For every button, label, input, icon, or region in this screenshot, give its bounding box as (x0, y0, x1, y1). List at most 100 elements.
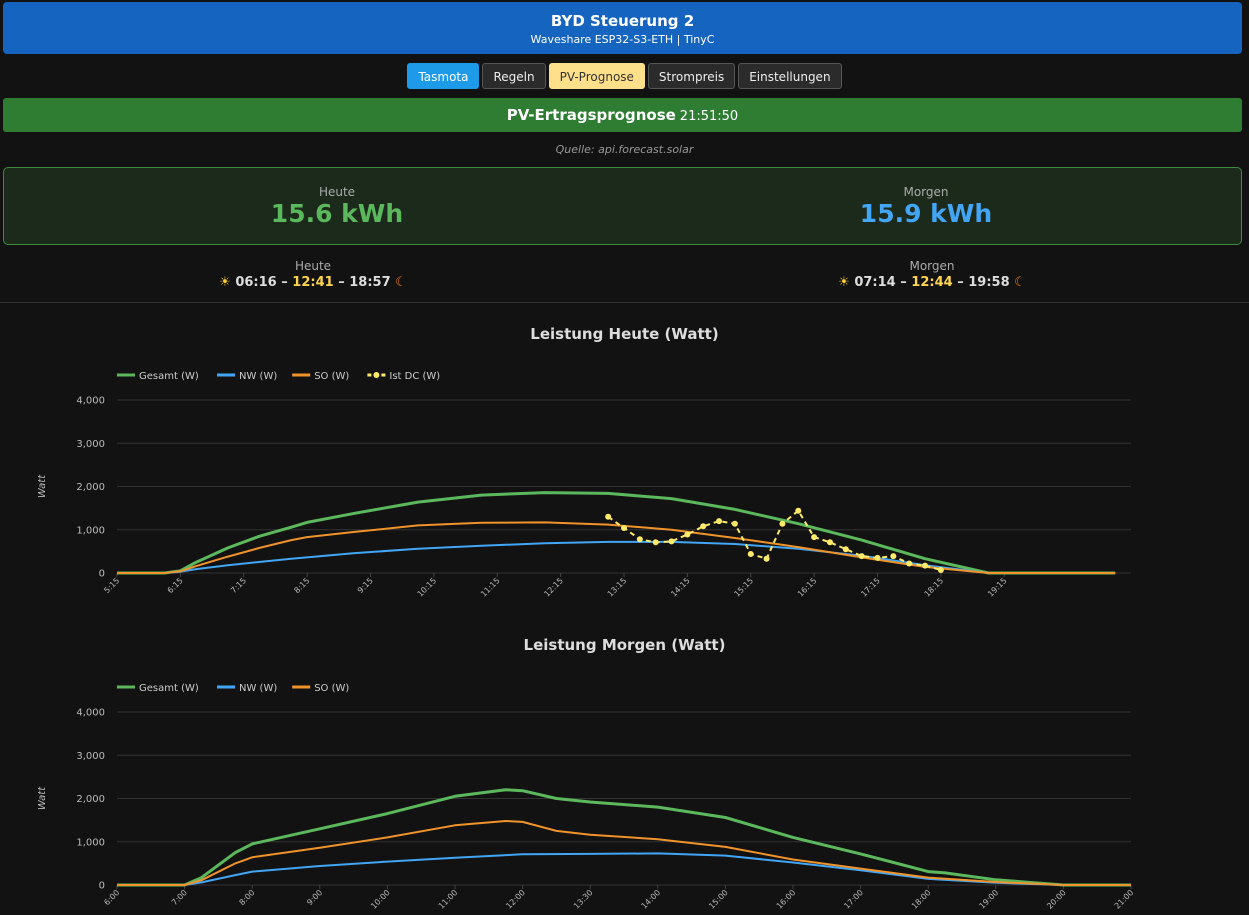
chart-today-title: Leistung Heute (Watt) (530, 325, 719, 343)
nav-regeln-button[interactable]: Regeln (482, 63, 546, 89)
data-point-ist (811, 534, 818, 541)
data-source: Quelle: api.forecast.solar (555, 143, 694, 156)
update-time: 21:51:50 (679, 109, 739, 124)
y-tick-label: 1,000 (76, 525, 105, 536)
moon-icon: ☾ (395, 275, 407, 290)
legend-item-nw[interactable]: NW (W) (217, 371, 277, 382)
x-tick-label: 11:15 (479, 576, 502, 599)
moon-icon: ☾ (1014, 275, 1026, 290)
nav-einstellungen-button[interactable]: Einstellungen (738, 63, 842, 89)
legend-item-so[interactable]: SO (W) (292, 371, 349, 382)
x-tick-label: 5:15 (102, 576, 121, 595)
app-header: BYD Steuerung 2 Waveshare ESP32-S3-ETH |… (3, 2, 1242, 54)
x-tick-label: 7:15 (229, 576, 248, 595)
legend-label: NW (W) (239, 371, 277, 382)
y-tick-label: 3,000 (76, 751, 105, 762)
data-point-ist (747, 550, 754, 557)
sunset-time: 18:57 (349, 275, 391, 290)
legend-item-nw[interactable]: NW (W) (217, 683, 277, 694)
nav-strompreis-button[interactable]: Strompreis (647, 63, 736, 89)
x-tick-label: 12:15 (542, 576, 565, 599)
x-tick-label: 6:00 (102, 888, 121, 907)
legend-label: SO (W) (314, 371, 349, 382)
legend-label: NW (W) (239, 683, 277, 694)
series-line-nw (117, 852, 1131, 886)
series-line-ist (607, 509, 942, 571)
nav-bar: Tasmota Regeln PV-Prognose Strompreis Ei… (0, 63, 1249, 89)
data-point-ist (890, 553, 897, 560)
energy-today: Heute 15.6 kWh (137, 185, 537, 228)
x-tick-label: 19:00 (978, 888, 1001, 911)
x-tick-label: 21:00 (1113, 888, 1136, 911)
data-point-ist (858, 553, 865, 560)
sunrise-time: 06:16 (235, 275, 277, 290)
legend-item-gesamt[interactable]: Gesamt (W) (117, 371, 199, 382)
energy-tomorrow: Morgen 15.9 kWh (726, 185, 1126, 228)
data-point-ist (922, 562, 929, 569)
sun-times-today: Heute ☀ 06:16 – 12:41 – 18:57 ☾ (163, 259, 463, 290)
y-tick-label: 4,000 (76, 708, 105, 719)
x-tick-label: 9:15 (356, 576, 375, 595)
legend-item-gesamt[interactable]: Gesamt (W) (117, 683, 199, 694)
data-point-ist (842, 546, 849, 553)
data-point-ist (636, 536, 643, 543)
section-banner: PV-Ertragsprognose 21:51:50 (3, 98, 1242, 132)
sun-icon: ☀ (838, 275, 850, 290)
y-tick-label: 2,000 (76, 794, 105, 805)
x-tick-label: 18:15 (923, 576, 946, 599)
nav-pv-prognose-button[interactable]: PV-Prognose (548, 63, 645, 89)
divider (0, 302, 1249, 303)
y-tick-label: 1,000 (76, 837, 105, 848)
x-tick-label: 16:15 (796, 576, 819, 599)
x-tick-label: 13:15 (606, 576, 629, 599)
y-tick-label: 0 (99, 569, 105, 580)
y-tick-label: 4,000 (76, 396, 105, 407)
data-point-ist (605, 513, 612, 520)
series-line-gesamt (117, 788, 1131, 887)
solar-noon-time: 12:44 (911, 275, 953, 290)
sunrise-time: 07:14 (854, 275, 896, 290)
x-tick-label: 10:00 (369, 888, 392, 911)
data-point-ist (731, 520, 738, 527)
series-line-gesamt (117, 491, 1116, 575)
data-point-ist (700, 523, 707, 530)
legend-item-ist[interactable]: Ist DC (W) (367, 371, 440, 382)
chart-tomorrow-title: Leistung Morgen (Watt) (523, 636, 726, 654)
chart-today: Gesamt (W) NW (W) SO (W) Ist DC (W) 0 1,000 2,… (37, 371, 1131, 599)
legend-item-so[interactable]: SO (W) (292, 683, 349, 694)
solar-noon-time: 12:41 (292, 275, 334, 290)
energy-today-label: Heute (318, 185, 356, 199)
y-tick-label: 2,000 (76, 482, 105, 493)
x-tick-label: 14:00 (640, 888, 663, 911)
x-tick-label: 13:30 (572, 888, 595, 911)
app-title: BYD Steuerung 2 (550, 12, 695, 30)
x-tick-label: 19:15 (986, 576, 1009, 599)
x-tick-label: 7:00 (170, 888, 189, 907)
data-point-ist (763, 555, 770, 562)
data-point-ist (779, 520, 786, 527)
y-axis-label: Watt (37, 786, 48, 810)
data-point-ist (652, 539, 659, 546)
sun-times-tomorrow: Morgen ☀ 07:14 – 12:44 – 19:58 ☾ (782, 259, 1082, 290)
x-tick-label: 8:00 (238, 888, 257, 907)
x-tick-label: 20:00 (1045, 888, 1068, 911)
x-tick-label: 18:00 (910, 888, 933, 911)
x-tick-label: 6:15 (166, 576, 185, 595)
chart-tomorrow: Gesamt (W) NW (W) SO (W) 0 1,000 2,000 3,000 4,… (37, 683, 1136, 911)
section-title: PV-Ertragsprognose (506, 106, 676, 124)
data-point-ist (826, 539, 833, 546)
x-tick-label: 17:00 (842, 888, 865, 911)
sun-today-label: Heute (294, 259, 332, 273)
x-tick-label: 16:00 (775, 888, 798, 911)
data-point-ist (874, 554, 881, 561)
x-tick-label: 15:00 (707, 888, 730, 911)
x-tick-label: 17:15 (859, 576, 882, 599)
legend-label: Ist DC (W) (389, 371, 440, 382)
y-axis-label: Watt (37, 474, 48, 498)
nav-tasmota-button[interactable]: Tasmota (407, 63, 480, 89)
x-tick-label: 10:15 (416, 576, 439, 599)
y-tick-label: 0 (99, 881, 105, 892)
legend-marker (373, 372, 380, 378)
x-tick-label: 9:00 (305, 888, 324, 907)
x-tick-label: 14:15 (669, 576, 692, 599)
